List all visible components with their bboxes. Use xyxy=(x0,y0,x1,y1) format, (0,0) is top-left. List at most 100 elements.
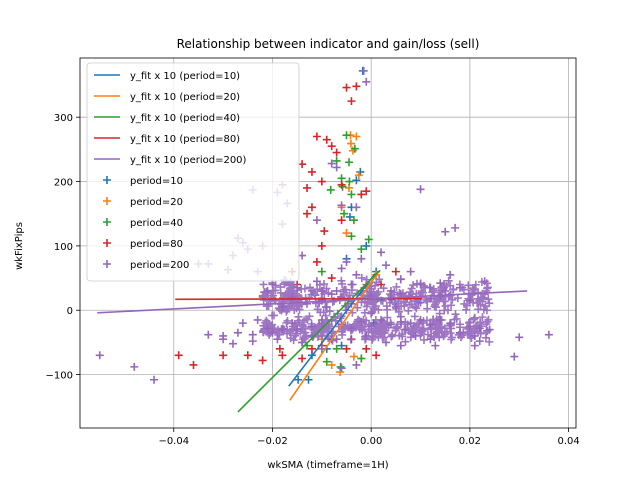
cloud-point xyxy=(449,285,458,294)
data-point xyxy=(327,274,336,283)
data-point xyxy=(233,328,242,337)
data-point xyxy=(342,344,351,353)
data-point xyxy=(342,131,351,140)
cloud-point xyxy=(268,311,277,320)
cloud-point xyxy=(372,278,381,287)
cloud-point xyxy=(443,306,452,315)
cloud-point xyxy=(421,283,430,292)
cloud-point xyxy=(440,330,449,339)
cloud-point xyxy=(315,299,324,308)
cloud-point xyxy=(353,303,362,312)
data-point xyxy=(364,235,373,244)
legend-label: y_fit x 10 (period=80) xyxy=(130,134,240,145)
data-point xyxy=(332,344,341,353)
cloud-point xyxy=(427,323,436,332)
cloud-point xyxy=(300,284,309,293)
cloud-point xyxy=(260,288,269,297)
cloud-point xyxy=(474,294,483,303)
data-point xyxy=(396,341,405,350)
cloud-point xyxy=(383,313,392,322)
data-point xyxy=(342,257,351,266)
legend-box xyxy=(86,62,300,282)
data-point xyxy=(322,135,331,144)
data-point xyxy=(312,132,321,141)
cloud-point xyxy=(368,328,377,337)
data-point xyxy=(275,344,284,353)
cloud-point xyxy=(453,294,462,303)
cloud-point xyxy=(289,324,298,333)
cloud-point xyxy=(462,305,471,314)
cloud-point xyxy=(456,323,465,332)
data-point xyxy=(298,354,307,363)
cloud-point xyxy=(391,300,400,309)
cloud-point xyxy=(268,320,277,329)
cloud-point xyxy=(432,315,441,324)
cloud-point xyxy=(315,280,324,289)
cloud-point xyxy=(435,333,444,342)
cloud-point xyxy=(283,329,292,338)
cloud-point xyxy=(371,315,380,324)
data-point xyxy=(317,241,326,250)
cloud-point xyxy=(395,331,404,340)
cloud-point xyxy=(410,322,419,331)
data-point xyxy=(332,163,341,172)
cloud-point xyxy=(393,322,402,331)
cloud-point xyxy=(398,289,407,298)
legend-label: y_fit x 10 (period=10) xyxy=(130,71,240,82)
cloud-point xyxy=(319,327,328,336)
cloud-point xyxy=(410,312,419,321)
cloud-point xyxy=(381,326,390,335)
data-point xyxy=(337,364,346,373)
cloud-point xyxy=(465,318,474,327)
cloud-point xyxy=(355,325,364,334)
data-point xyxy=(350,144,359,153)
cloud-point xyxy=(459,328,468,337)
data-point xyxy=(317,177,326,186)
data-point xyxy=(357,354,366,363)
data-point xyxy=(298,251,307,260)
cloud-point xyxy=(419,335,428,344)
x-axis-label: wkSMA (timeframe=1H) xyxy=(267,460,388,471)
cloud-point xyxy=(286,334,295,343)
legend-label: period=20 xyxy=(130,197,183,208)
cloud-point xyxy=(423,297,432,306)
cloud-point xyxy=(406,328,415,337)
cloud-point xyxy=(276,288,285,297)
cloud-point xyxy=(309,331,318,340)
legend-marker-swatch xyxy=(103,176,111,184)
x-tick-label: 0.00 xyxy=(360,436,382,447)
data-point xyxy=(347,232,356,241)
cloud-point xyxy=(473,323,482,332)
data-point xyxy=(130,362,139,371)
data-point xyxy=(377,248,386,257)
data-point xyxy=(362,187,371,196)
cloud-point xyxy=(484,295,493,304)
data-point xyxy=(357,190,366,199)
data-point xyxy=(451,223,460,232)
data-point xyxy=(95,351,104,360)
data-point xyxy=(344,158,353,167)
data-point xyxy=(248,337,257,346)
cloud-point xyxy=(266,328,275,337)
data-point xyxy=(349,216,358,225)
cloud-point xyxy=(319,308,328,317)
data-point xyxy=(431,341,440,350)
data-point xyxy=(304,375,313,384)
data-point xyxy=(303,183,312,192)
cloud-point xyxy=(458,283,467,292)
legend-label: y_fit x 10 (period=200) xyxy=(130,155,247,166)
data-point xyxy=(332,335,341,344)
cloud-point xyxy=(476,318,485,327)
data-point xyxy=(406,267,415,276)
data-point xyxy=(475,337,484,346)
data-point xyxy=(352,270,361,279)
fit-line xyxy=(237,269,381,413)
cloud-point xyxy=(423,304,432,313)
cloud-point xyxy=(401,337,410,346)
cloud-point xyxy=(371,281,380,290)
data-point xyxy=(337,216,346,225)
data-point xyxy=(320,227,329,236)
y-tick-label: 200 xyxy=(54,178,73,189)
x-tick-label: −0.04 xyxy=(158,436,189,447)
legend-label: period=80 xyxy=(130,239,183,250)
